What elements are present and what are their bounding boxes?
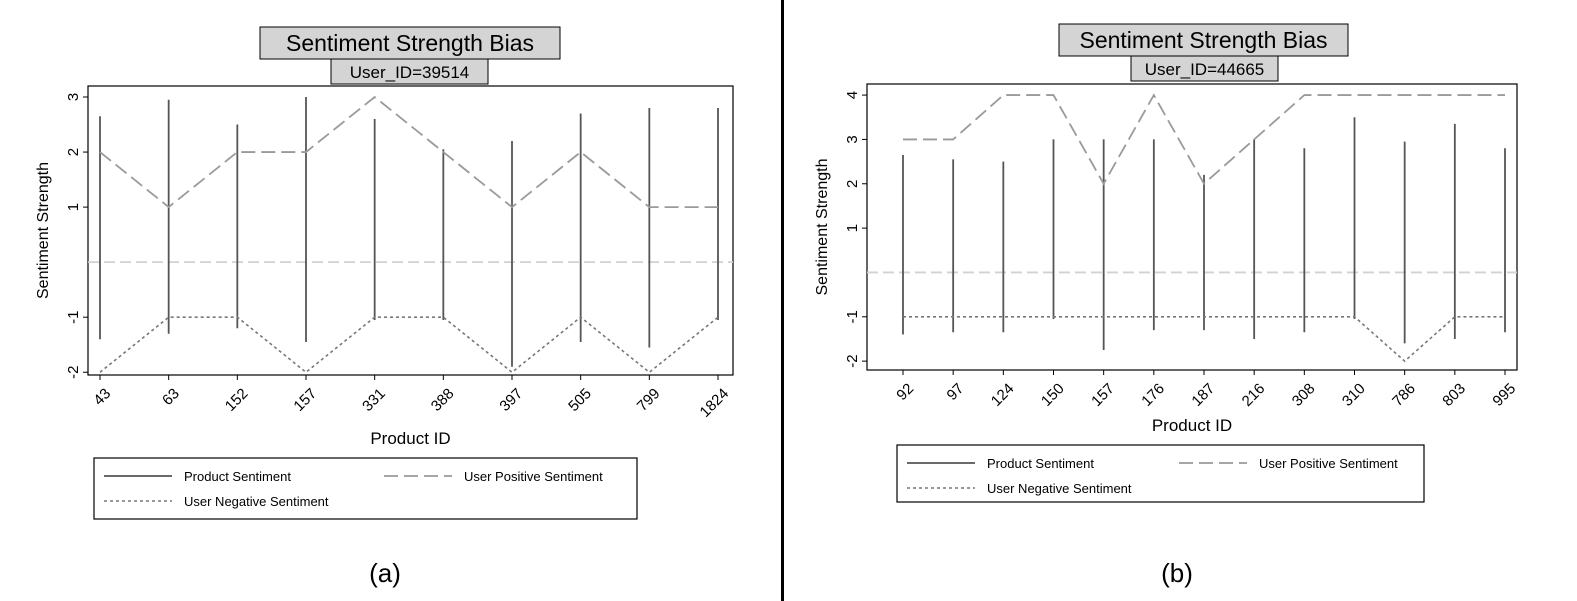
y-tick-label: -2 (65, 366, 82, 379)
x-tick-label: 97 (944, 380, 968, 404)
x-tick-label: 176 (1138, 380, 1168, 410)
x-axis-label: Product ID (1152, 416, 1232, 435)
plot-frame (866, 83, 1518, 371)
user-negative-line (99, 316, 719, 374)
legend-user-positive-label: User Positive Sentiment (1259, 456, 1398, 471)
legend-box (93, 457, 638, 520)
x-tick-label: 157 (1088, 380, 1118, 410)
chart-subtitle: User_ID=39514 (350, 63, 470, 82)
y-tick-label: -1 (844, 310, 861, 323)
legend-user-negative-label: User Negative Sentiment (987, 481, 1132, 496)
legend-user-positive-label: User Positive Sentiment (464, 469, 603, 484)
y-tick-label: -2 (844, 354, 861, 367)
x-tick-label: 331 (359, 385, 389, 415)
y-tick-label: -1 (65, 311, 82, 324)
x-tick-label: 92 (893, 380, 917, 404)
x-tick-label: 799 (634, 385, 664, 415)
chart-b: Sentiment Strength BiasUser_ID=446654321… (814, 23, 1519, 503)
chart-a: Sentiment Strength Bias User_ID=39514 3 2 1 -… (35, 26, 734, 520)
chart-title: Sentiment Strength Bias (1079, 27, 1327, 53)
x-tick-label: 150 (1038, 380, 1068, 410)
y-tick-label: 1 (65, 203, 82, 211)
y-tick-label: 2 (65, 148, 82, 156)
x-tick-label: 63 (159, 385, 183, 409)
subtitle-box (1130, 55, 1279, 82)
y-tick-label: 3 (844, 135, 861, 143)
y-tick-label: 1 (844, 224, 861, 232)
user-positive-line (99, 95, 718, 209)
x-tick-label: 786 (1389, 380, 1419, 410)
title-box (1058, 23, 1349, 57)
y-tick-label: 4 (844, 91, 861, 99)
x-tick-label: 803 (1439, 380, 1469, 410)
panel-label-b: (b) (1161, 558, 1193, 588)
x-tick-label: 187 (1188, 380, 1218, 410)
x-tick-label: 505 (565, 385, 595, 415)
chart-subtitle: User_ID=44665 (1145, 60, 1265, 79)
panel-divider (781, 0, 784, 601)
user-negative-line (903, 315, 1505, 363)
x-tick-label: 43 (90, 385, 114, 409)
legend-box (896, 444, 1425, 503)
panel-label-a: (a) (369, 558, 401, 588)
chart-title: Sentiment Strength Bias (286, 30, 534, 56)
title-box (259, 26, 561, 60)
x-tick-label: 1824 (697, 385, 733, 421)
x-tick-label: 310 (1339, 380, 1369, 410)
x-tick-label: 397 (496, 385, 526, 415)
y-axis-label: Sentiment Strength (35, 162, 52, 299)
x-axis-label: Product ID (370, 429, 450, 448)
plot-frame (87, 85, 734, 376)
x-tick-label: 157 (290, 385, 320, 415)
legend-product-sentiment-label: Product Sentiment (987, 456, 1094, 471)
legend-product-sentiment-label: Product Sentiment (184, 469, 291, 484)
y-tick-label: 2 (844, 180, 861, 188)
x-tick-label: 995 (1489, 380, 1519, 410)
x-tick-label: 152 (222, 385, 252, 415)
user-positive-line (903, 93, 1505, 186)
y-tick-label: 3 (65, 93, 82, 101)
legend-user-negative-label: User Negative Sentiment (184, 494, 329, 509)
x-tick-label: 124 (988, 380, 1018, 410)
y-axis-label: Sentiment Strength (814, 159, 831, 296)
x-tick-label: 308 (1289, 380, 1319, 410)
subtitle-box (330, 58, 489, 85)
x-tick-label: 388 (428, 385, 458, 415)
x-tick-label: 216 (1239, 380, 1269, 410)
